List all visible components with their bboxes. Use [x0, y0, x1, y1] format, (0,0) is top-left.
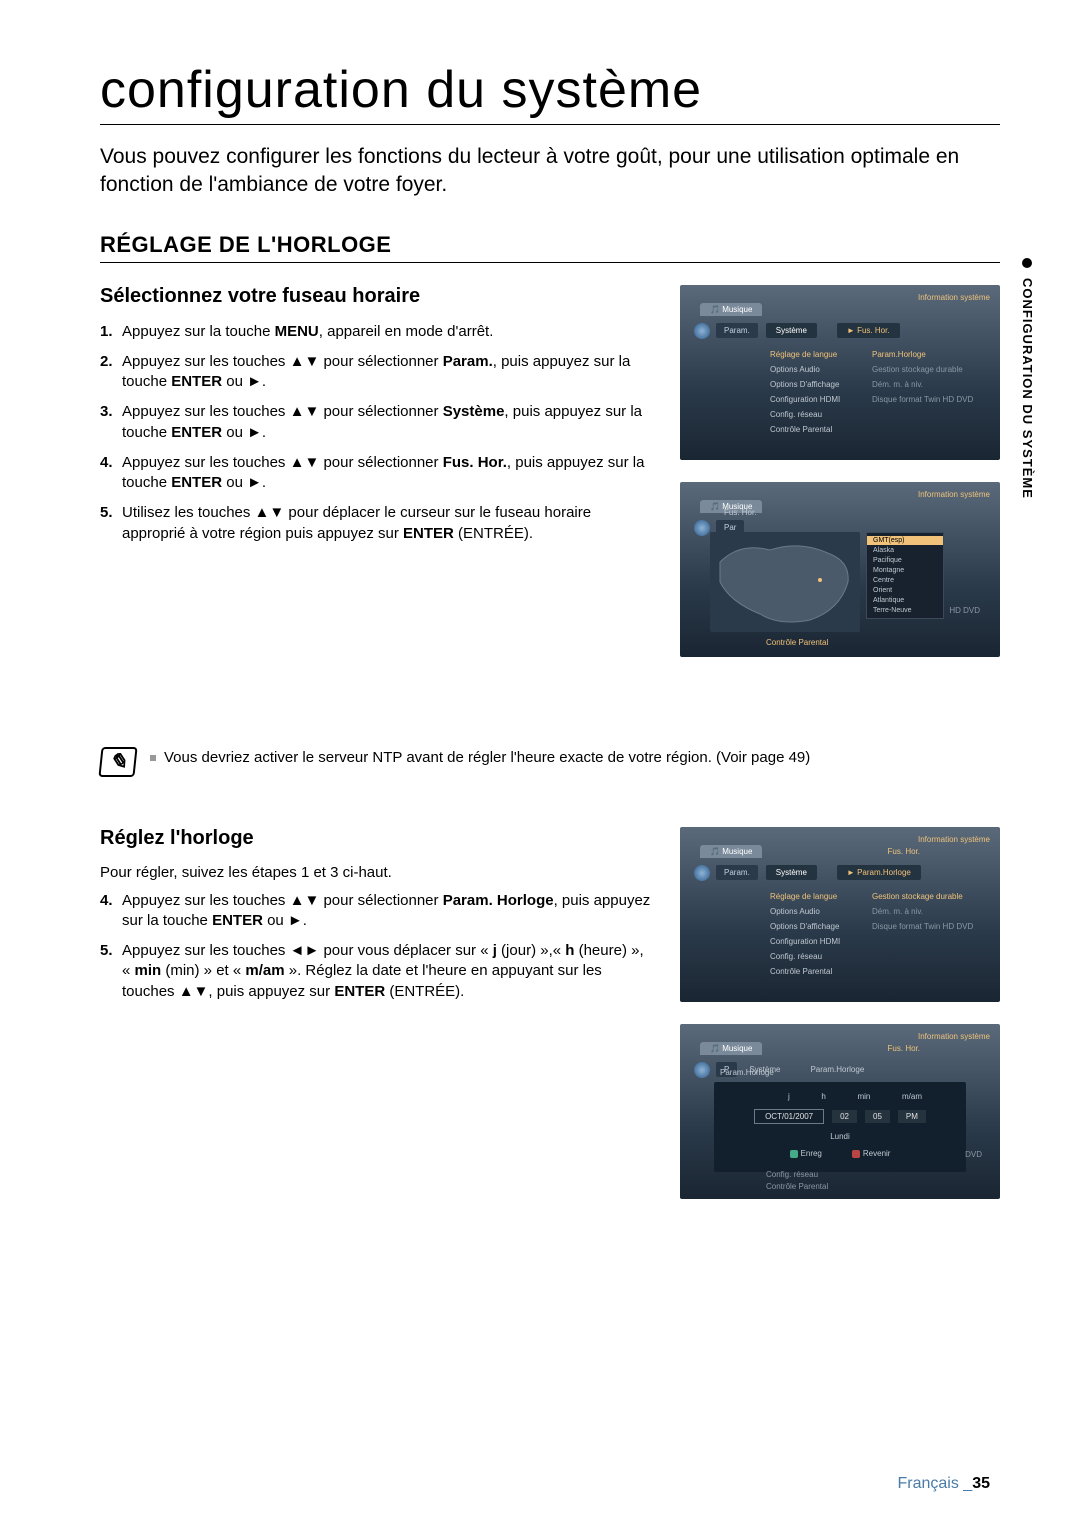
ui-screenshot-2: Information système 🎵 Musique Fus. Hor. … [680, 482, 1000, 657]
ui-screenshot-4: Information système Fus. Hor. 🎵 Musique … [680, 1024, 1000, 1199]
page-footer: Français _35 [897, 1475, 990, 1493]
ui-screenshot-3: Information système Fus. Hor. 🎵 Musique … [680, 827, 1000, 1002]
note-icon: ✎ [98, 747, 137, 777]
steps-clock: Appuyez sur les touches ▲▼ pour sélectio… [100, 891, 652, 1002]
section-heading: RÉGLAGE DE L'HORLOGE [100, 232, 1000, 263]
intro-text: Vous pouvez configurer les fonctions du … [100, 143, 1000, 200]
page-title: configuration du système [100, 60, 1000, 125]
sub2-intro: Pour régler, suivez les étapes 1 et 3 ci… [100, 864, 652, 881]
sub2-heading: Réglez l'horloge [100, 827, 652, 850]
ui-screenshot-1: Information système 🎵 Musique Param. Sys… [680, 285, 1000, 460]
steps-timezone: Appuyez sur la touche MENU, appareil en … [100, 322, 652, 544]
note-text: Vous devriez activer le serveur NTP avan… [150, 747, 810, 768]
side-tab: CONFIGURATION DU SYSTÈME [1014, 260, 1040, 560]
sub1-heading: Sélectionnez votre fuseau horaire [100, 285, 652, 308]
